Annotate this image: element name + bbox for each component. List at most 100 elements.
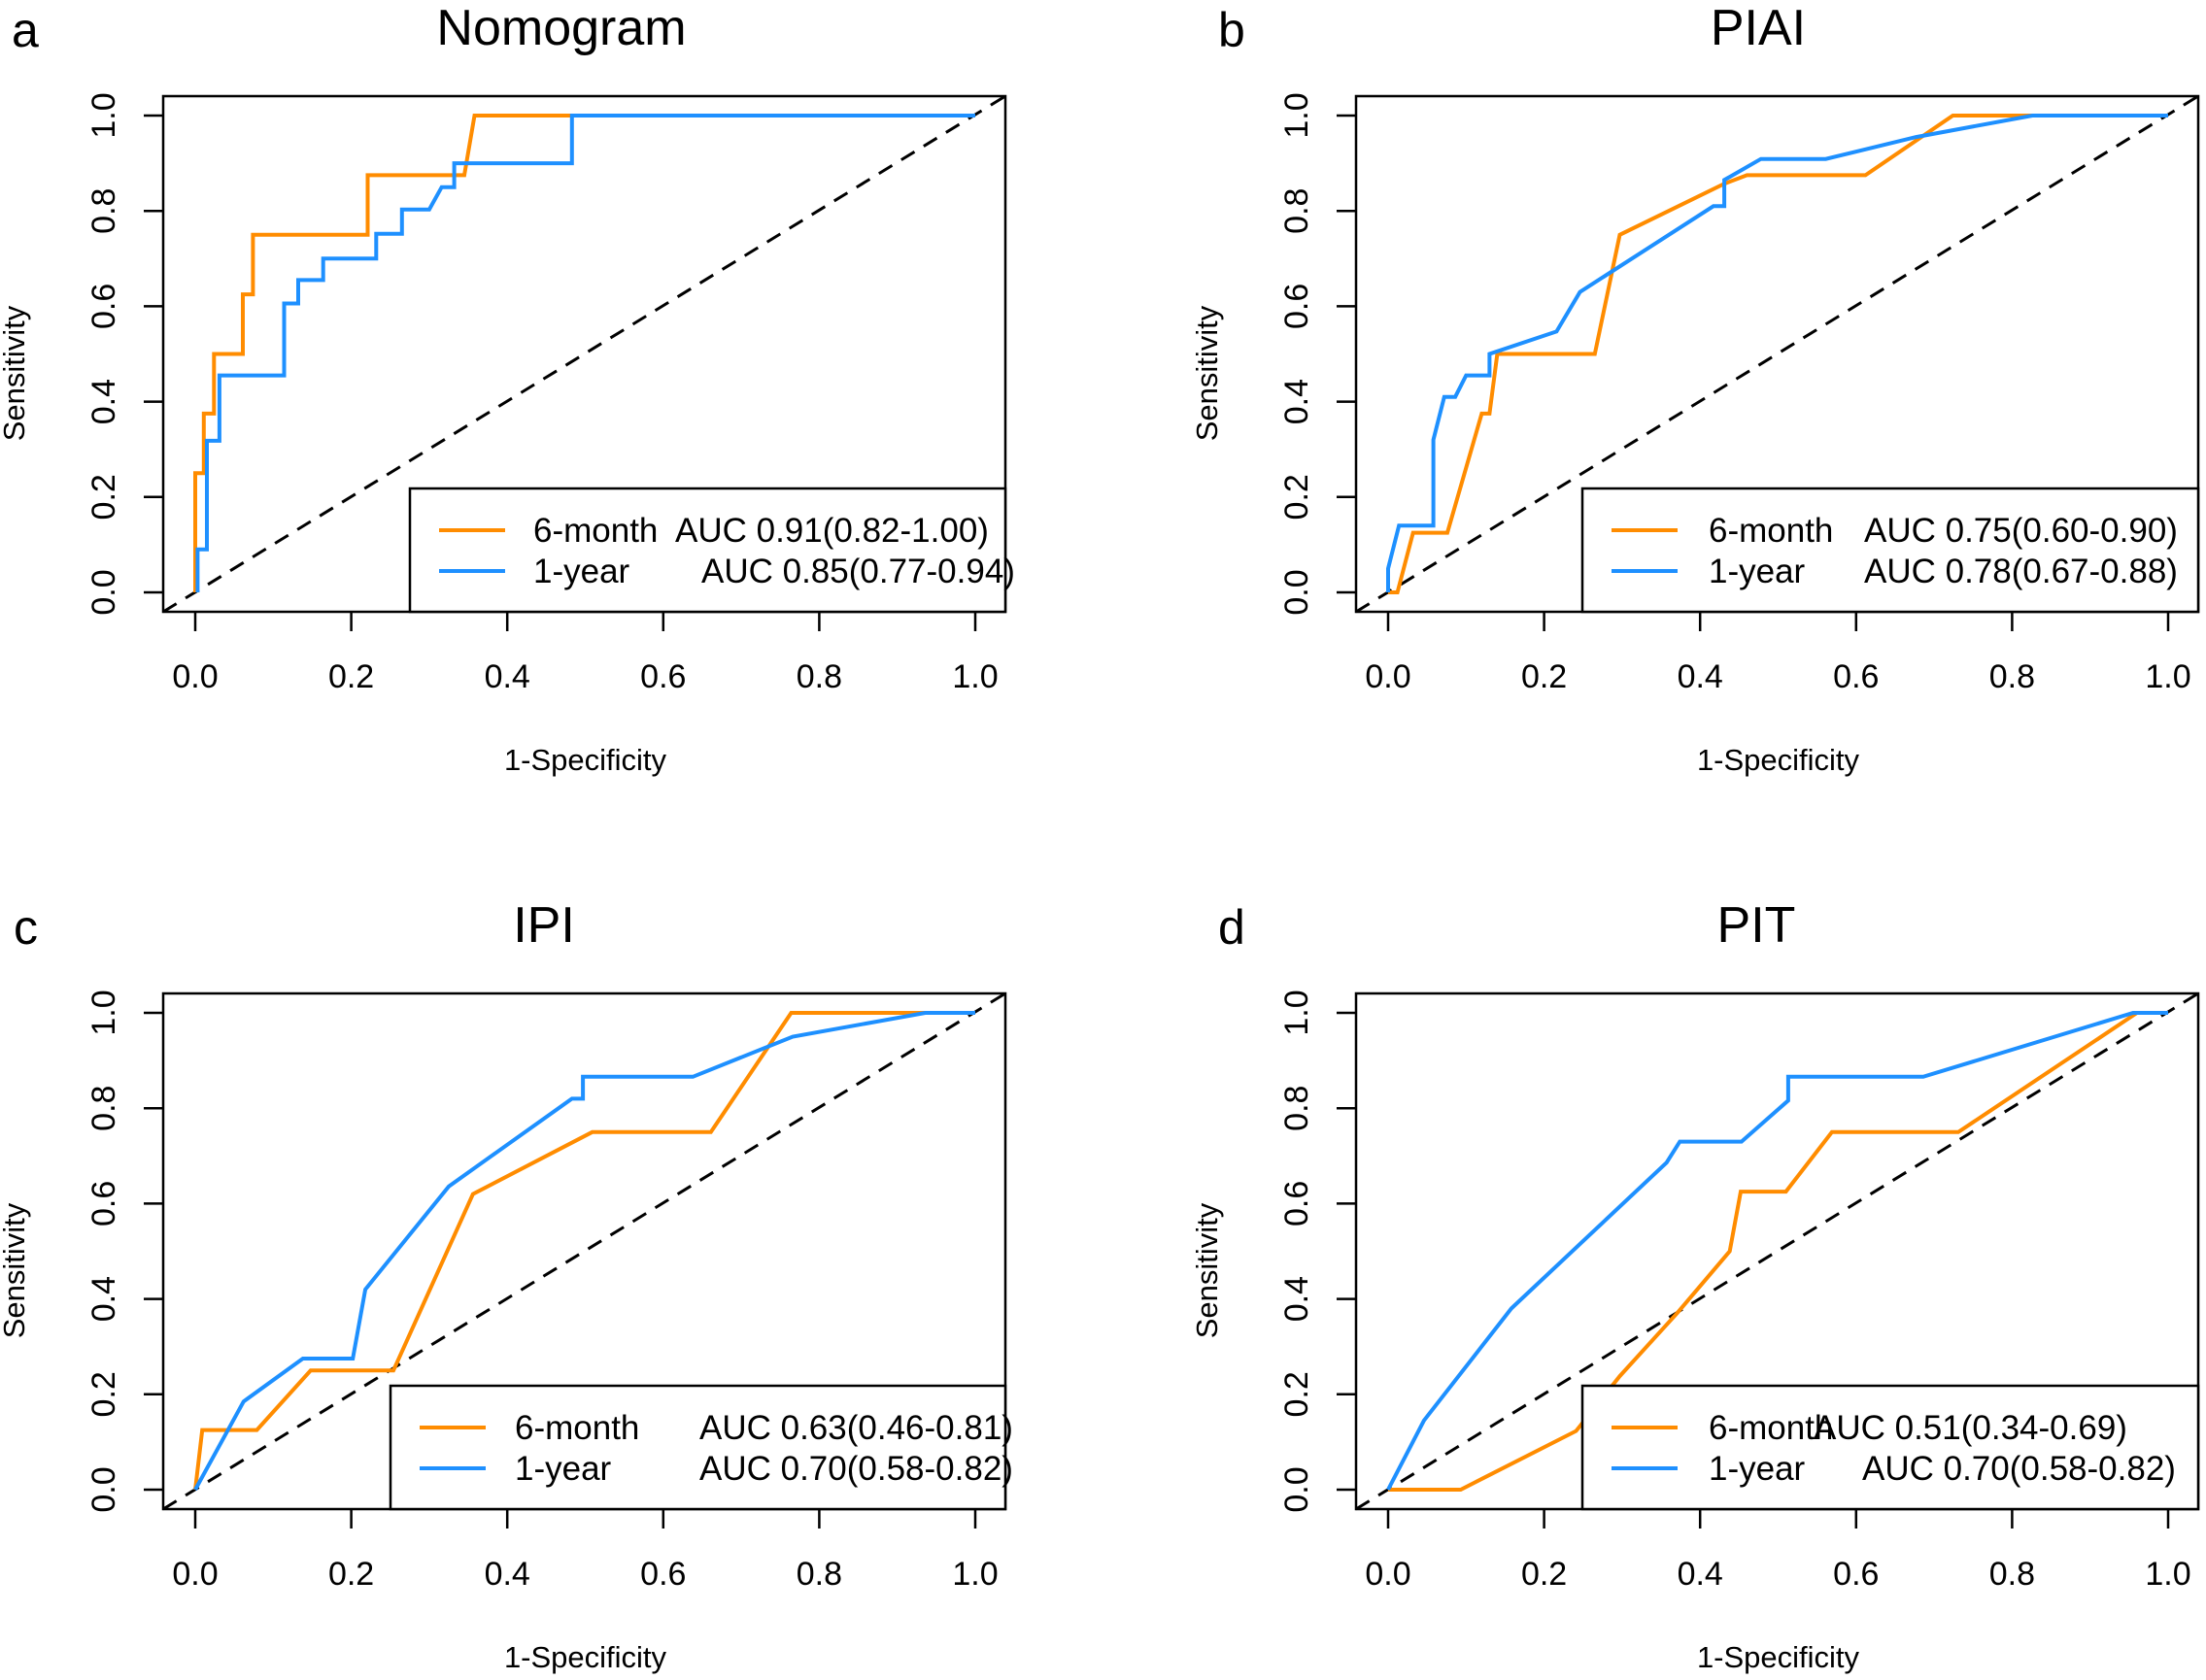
x-tick-label: 1.0 bbox=[2145, 658, 2190, 695]
legend-auc-value: AUC 0.63(0.46-0.81) bbox=[699, 1409, 1013, 1447]
x-tick-label: 0.0 bbox=[1365, 658, 1410, 695]
y-tick-label: 1.0 bbox=[85, 92, 122, 138]
legend-auc-value: AUC 0.70(0.58-0.82) bbox=[1862, 1450, 2176, 1488]
x-tick-label: 0.0 bbox=[172, 658, 218, 695]
panel-letter: a bbox=[12, 3, 39, 57]
roc-panel-a: a Nomogram 0.0 0.2 0.4 0.6 0.8 1.0 0.0 0.2 0.4 0.6 0… bbox=[0, 0, 1015, 777]
y-tick-label: 0.2 bbox=[85, 474, 122, 520]
y-axis-label: Sensitivity bbox=[1190, 305, 1224, 441]
y-tick-label: 0.4 bbox=[85, 379, 122, 424]
legend-label: 6-month bbox=[1709, 512, 1833, 550]
panel-letter: d bbox=[1218, 900, 1245, 955]
x-tick-label: 0.6 bbox=[1833, 658, 1879, 695]
legend-label: 1-year bbox=[1709, 553, 1806, 590]
roc-panel-b: b PIAI 0.0 0.2 0.4 0.6 0.8 1.0 0.0 0.2 0.4 0.6 0.8 1.… bbox=[1190, 0, 2200, 777]
legend-auc-value: AUC 0.51(0.34-0.69) bbox=[1814, 1409, 2127, 1447]
legend-label: 1-year bbox=[1709, 1450, 1806, 1488]
legend-auc-value: AUC 0.78(0.67-0.88) bbox=[1864, 553, 2178, 590]
x-tick-label: 0.0 bbox=[1365, 1556, 1410, 1593]
legend-label: 6-month bbox=[533, 512, 658, 550]
roc-curve-6-month bbox=[1388, 1011, 2168, 1492]
y-tick-label: 0.2 bbox=[85, 1371, 122, 1417]
y-tick-label: 0.4 bbox=[85, 1276, 122, 1322]
y-axis-label: Sensitivity bbox=[0, 1202, 31, 1338]
x-tick-label: 0.8 bbox=[797, 658, 842, 695]
reference-diagonal-line bbox=[1355, 991, 2199, 1511]
panel-letter: c bbox=[14, 900, 38, 955]
chart-title: Nomogram bbox=[436, 0, 686, 56]
legend-auc-value: AUC 0.85(0.77-0.94) bbox=[701, 553, 1015, 590]
legend-auc-value: AUC 0.91(0.82-1.00) bbox=[675, 512, 989, 550]
x-axis-label: 1-Specificity bbox=[1697, 1640, 1860, 1674]
x-tick-label: 0.8 bbox=[797, 1556, 842, 1593]
x-tick-label: 0.4 bbox=[485, 1556, 530, 1593]
x-axis-label: 1-Specificity bbox=[504, 743, 667, 777]
panel-letter: b bbox=[1218, 3, 1245, 57]
roc-curve-1-year bbox=[1386, 114, 2168, 592]
chart-title: PIT bbox=[1717, 897, 1796, 954]
legend: 6-month AUC 0.63(0.46-0.81) 1-year AUC 0.70… bbox=[389, 1384, 1013, 1511]
y-tick-label: 0.6 bbox=[85, 1181, 122, 1226]
roc-curve-6-month bbox=[1388, 114, 2168, 594]
roc-curve-1-year bbox=[1386, 1011, 2168, 1491]
y-tick-label: 0.0 bbox=[85, 1466, 122, 1512]
x-axis-label: 1-Specificity bbox=[1697, 743, 1860, 777]
chart-title: PIAI bbox=[1711, 0, 1806, 56]
x-tick-label: 0.4 bbox=[485, 658, 530, 695]
x-tick-label: 0.2 bbox=[1521, 658, 1567, 695]
reference-diagonal-line bbox=[162, 991, 1006, 1511]
y-tick-label: 1.0 bbox=[1278, 92, 1315, 138]
x-tick-label: 0.8 bbox=[1989, 1556, 2035, 1593]
y-tick-label: 0.4 bbox=[1278, 1276, 1315, 1322]
y-tick-label: 0.0 bbox=[1278, 1466, 1315, 1512]
x-tick-label: 0.6 bbox=[640, 1556, 686, 1593]
y-tick-label: 1.0 bbox=[85, 990, 122, 1035]
x-tick-label: 0.0 bbox=[172, 1556, 218, 1593]
x-tick-label: 0.8 bbox=[1989, 658, 2035, 695]
x-tick-label: 0.6 bbox=[1833, 1556, 1879, 1593]
legend-box bbox=[1580, 1384, 2200, 1511]
x-tick-label: 0.4 bbox=[1678, 1556, 1723, 1593]
legend-auc-value: AUC 0.75(0.60-0.90) bbox=[1864, 512, 2178, 550]
x-tick-label: 0.6 bbox=[640, 658, 686, 695]
reference-diagonal-line bbox=[162, 94, 1006, 614]
y-tick-label: 0.8 bbox=[85, 188, 122, 234]
x-tick-label: 1.0 bbox=[952, 658, 998, 695]
y-tick-label: 0.0 bbox=[85, 569, 122, 615]
roc-curve-6-month bbox=[193, 114, 975, 592]
legend-box bbox=[1580, 487, 2200, 614]
y-tick-label: 0.8 bbox=[85, 1086, 122, 1131]
y-tick-label: 0.6 bbox=[1278, 1181, 1315, 1226]
legend: 6-month AUC 0.75(0.60-0.90) 1-year AUC 0.78… bbox=[1580, 487, 2200, 614]
reference-diagonal-line bbox=[1355, 94, 2199, 614]
legend-label: 6-month bbox=[1709, 1409, 1833, 1447]
x-tick-label: 1.0 bbox=[2145, 1556, 2190, 1593]
chart-title: IPI bbox=[513, 897, 575, 954]
roc-curve-1-year bbox=[195, 114, 975, 592]
y-tick-label: 0.0 bbox=[1278, 569, 1315, 615]
legend-label: 6-month bbox=[515, 1409, 639, 1447]
y-tick-label: 0.8 bbox=[1278, 188, 1315, 234]
legend-auc-value: AUC 0.70(0.58-0.82) bbox=[699, 1450, 1013, 1488]
legend-label: 1-year bbox=[533, 553, 630, 590]
x-tick-label: 0.2 bbox=[328, 658, 374, 695]
y-tick-label: 0.4 bbox=[1278, 379, 1315, 424]
x-tick-label: 0.2 bbox=[328, 1556, 374, 1593]
y-axis-label: Sensitivity bbox=[0, 305, 31, 441]
x-tick-label: 0.4 bbox=[1678, 658, 1723, 695]
x-tick-label: 1.0 bbox=[952, 1556, 998, 1593]
y-tick-label: 1.0 bbox=[1278, 990, 1315, 1035]
y-tick-label: 0.2 bbox=[1278, 1371, 1315, 1417]
roc-curve-1-year bbox=[193, 1011, 975, 1491]
x-tick-label: 0.2 bbox=[1521, 1556, 1567, 1593]
legend-box bbox=[389, 1384, 1007, 1511]
legend-label: 1-year bbox=[515, 1450, 612, 1488]
legend-box bbox=[408, 487, 1007, 614]
y-axis-label: Sensitivity bbox=[1190, 1202, 1224, 1338]
y-tick-label: 0.6 bbox=[85, 284, 122, 329]
legend: 6-month AUC 0.91(0.82-1.00) 1-year AUC 0.85… bbox=[408, 487, 1015, 614]
x-axis-label: 1-Specificity bbox=[504, 1640, 667, 1674]
roc-panel-d: d PIT 0.0 0.2 0.4 0.6 0.8 1.0 0.0 0.2 0.4 0.6 0.8 1.0… bbox=[1190, 897, 2200, 1674]
